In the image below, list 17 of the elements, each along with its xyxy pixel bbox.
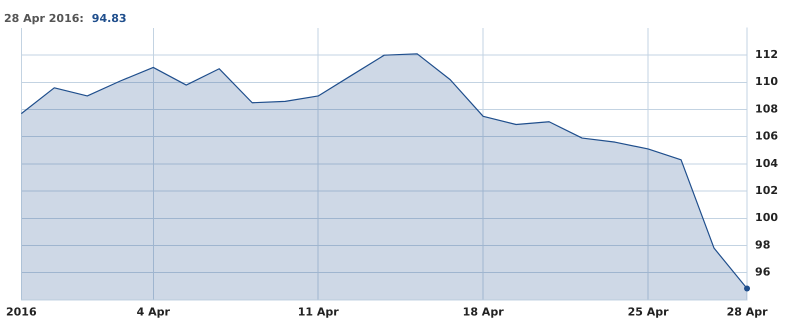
y-tick-label: 100 (755, 211, 778, 224)
x-tick-label: 28 Apr (726, 305, 768, 318)
y-tick-label: 104 (755, 156, 778, 170)
x-tick-label: 18 Apr (462, 305, 504, 318)
x-tick-label: 25 Apr (628, 305, 670, 318)
x-tick-label: 4 Apr (136, 305, 170, 318)
text: 94.83 (92, 12, 127, 25)
y-tick-label: 106 (755, 130, 778, 143)
y-tick-label: 112 (755, 48, 778, 62)
y-tick-label: 108 (755, 102, 778, 116)
text: 28 Apr 2016: (4, 12, 84, 25)
y-tick-label: 98 (755, 238, 770, 252)
x-tick-label: 11 Apr (298, 305, 340, 318)
y-tick-label: 96 (755, 265, 771, 278)
y-tick-label: 102 (755, 184, 778, 197)
x-tick-label: 2016 (6, 305, 37, 318)
y-tick-label: 110 (755, 75, 778, 88)
